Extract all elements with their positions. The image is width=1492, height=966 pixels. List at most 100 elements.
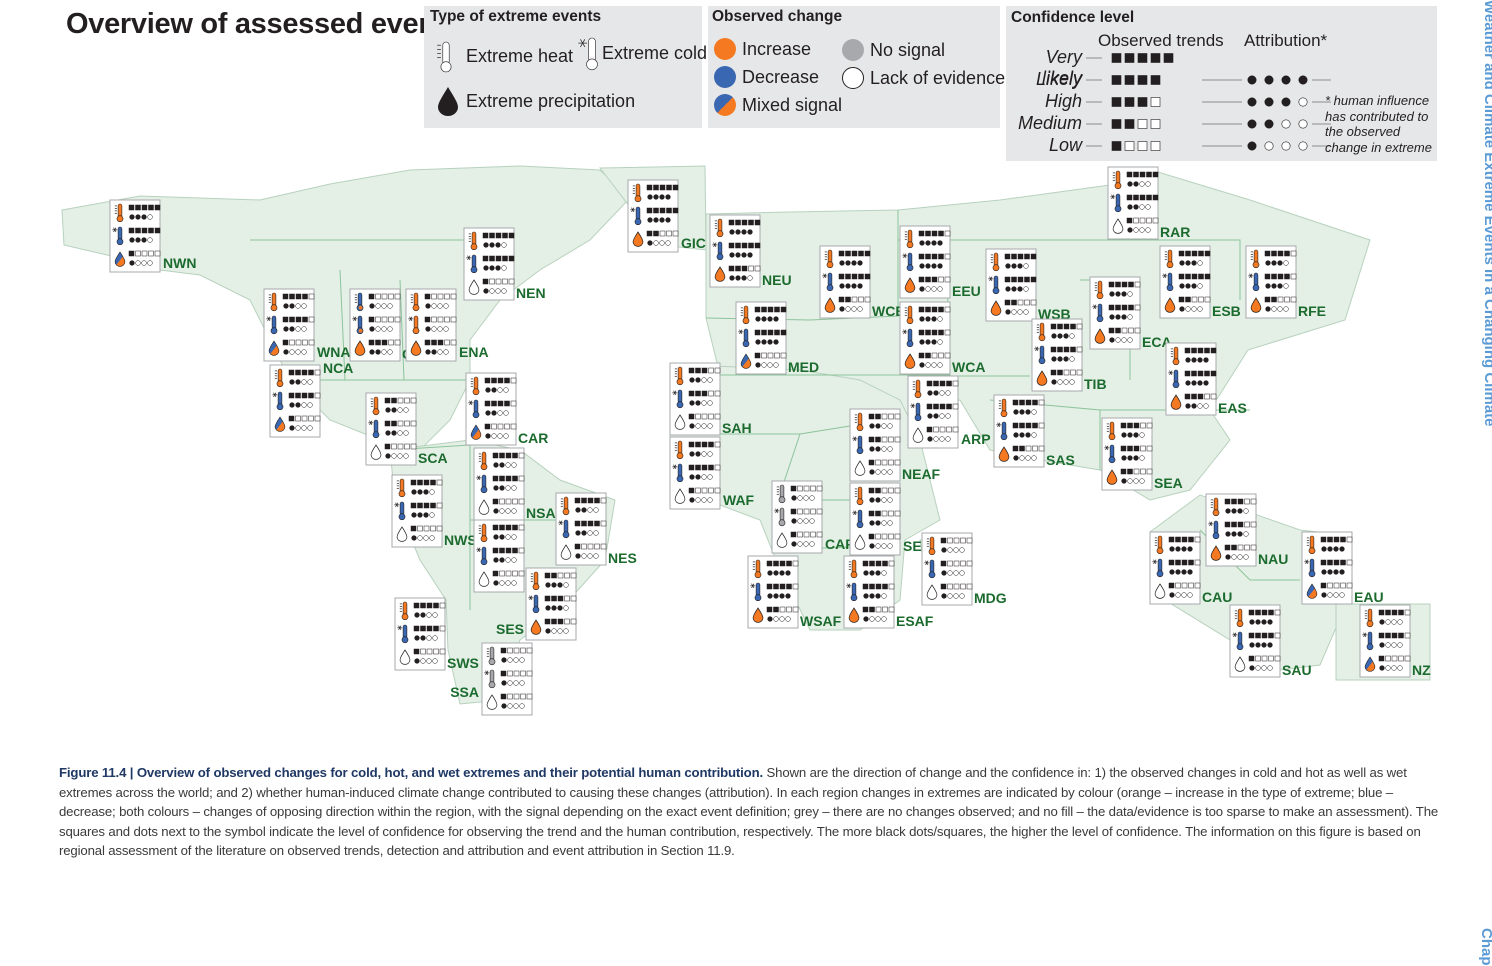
wsb-heat-trend-squares — [1004, 253, 1037, 260]
sam-cold-icon — [476, 546, 488, 566]
rfe-cold-attribution-dots — [1265, 283, 1289, 289]
mdg-precip-attribution-dots — [941, 593, 965, 599]
nsa-cold-attribution-dots — [493, 485, 517, 491]
cold-thermometer-icon — [578, 37, 598, 71]
ssa-heat-trend-squares — [500, 647, 533, 654]
sas-cold-trend-squares — [1012, 422, 1045, 429]
cna-cold-trend-squares — [368, 316, 401, 323]
nen-cold-icon — [466, 254, 478, 274]
region-label-nau: NAU — [1258, 551, 1288, 567]
esb-heat-trend-squares — [1178, 250, 1211, 257]
eeu-heat-trend-squares — [918, 230, 951, 237]
car-precip-trend-squares — [484, 423, 517, 430]
region-label-sca: SCA — [418, 450, 448, 466]
region-panel-sca: SCA — [365, 392, 448, 466]
med-heat-icon — [740, 305, 750, 325]
med-precip-trend-squares — [754, 352, 787, 359]
region-label-tib: TIB — [1084, 376, 1107, 392]
region-label-neu: NEU — [762, 272, 792, 288]
wca-heat-attribution-dots — [919, 316, 943, 322]
region-panel-sea: SEA — [1101, 417, 1183, 491]
esaf-precip-attribution-dots — [863, 616, 887, 622]
eca-heat-trend-squares — [1108, 281, 1141, 288]
nca-heat-attribution-dots — [289, 379, 313, 385]
conf-squares-4 — [1102, 139, 1202, 153]
seaf-cold-trend-squares — [868, 510, 901, 517]
eas-cold-trend-squares — [1184, 370, 1217, 377]
sca-heat-attribution-dots — [385, 407, 409, 413]
waf-cold-icon — [672, 463, 684, 483]
precip-drop-icon — [438, 87, 458, 116]
caption-text: Shown are the direction of change and th… — [59, 765, 1439, 859]
legend-heat-label: Extreme heat — [466, 45, 574, 66]
rar-heat-icon — [1112, 170, 1122, 190]
nwn-heat-attribution-dots — [129, 214, 153, 220]
eas-precip-icon — [1170, 394, 1182, 410]
seaf-heat-icon — [854, 486, 864, 506]
nen-cold-trend-squares — [482, 255, 515, 262]
wce-heat-trend-squares — [838, 250, 871, 257]
mdg-precip-trend-squares — [940, 583, 973, 590]
nen-precip-icon — [468, 279, 480, 295]
cna-cold-icon — [352, 315, 364, 335]
sws-cold-attribution-dots — [414, 635, 438, 641]
conf-squares-3 — [1102, 117, 1202, 131]
region-label-nca: NCA — [323, 360, 353, 376]
nz-precip-attribution-dots — [1379, 665, 1403, 671]
side-running-title: Weather and Climate Extreme Events in a … — [1481, 0, 1492, 427]
region-label-wsaf: WSAF — [800, 613, 842, 629]
neu-precip-attribution-dots — [729, 275, 753, 281]
region-label-wca: WCA — [952, 359, 985, 375]
region-panel-gic: GIC — [627, 179, 706, 253]
sas-heat-icon — [998, 398, 1008, 418]
region-panel-neaf: NEAF — [849, 408, 941, 482]
car-heat-icon — [470, 376, 480, 396]
region-panel-nwn: NWN — [109, 199, 196, 273]
region-panel-med: MED — [735, 301, 819, 375]
nwn-heat-trend-squares — [128, 204, 161, 211]
region-panel-sau: SAU — [1229, 604, 1312, 678]
tib-heat-attribution-dots — [1051, 333, 1075, 339]
level-very-likely: Very likely — [1041, 47, 1082, 88]
wsb-heat-attribution-dots — [1005, 263, 1029, 269]
region-panel-wna: WNA — [263, 288, 350, 362]
gic-cold-trend-squares — [646, 207, 679, 214]
wca-heat-trend-squares — [918, 306, 951, 313]
nca-cold-trend-squares — [288, 392, 321, 399]
rar-heat-trend-squares — [1126, 171, 1159, 178]
sca-cold-trend-squares — [384, 420, 417, 427]
med-heat-trend-squares — [754, 306, 787, 313]
ses-cold-icon — [528, 594, 540, 614]
sea-cold-icon — [1104, 444, 1116, 464]
cna-cold-attribution-dots — [369, 326, 393, 332]
nz-cold-trend-squares — [1378, 632, 1411, 639]
ses-precip-icon — [530, 619, 542, 635]
wce-heat-icon — [824, 249, 834, 269]
eau-cold-attribution-dots — [1321, 569, 1345, 575]
region-label-neaf: NEAF — [902, 466, 941, 482]
legend-cold-label: Extreme cold — [602, 42, 708, 63]
rfe-precip-attribution-dots — [1265, 306, 1289, 312]
nsa-heat-icon — [478, 451, 488, 471]
caf-precip-attribution-dots — [791, 541, 815, 547]
nes-cold-icon — [558, 519, 570, 539]
ena-heat-icon — [410, 292, 420, 312]
region-label-gic: GIC — [681, 235, 706, 251]
sea-precip-icon — [1106, 469, 1118, 485]
rfe-heat-attribution-dots — [1265, 260, 1289, 266]
ena-precip-trend-squares — [424, 339, 457, 346]
attribution-footnote: * human influence has contributed to the… — [1325, 93, 1432, 155]
nen-heat-icon — [468, 231, 478, 251]
eeu-precip-attribution-dots — [919, 286, 943, 292]
arp-cold-attribution-dots — [927, 413, 951, 419]
sas-precip-trend-squares — [1012, 445, 1045, 452]
tib-heat-trend-squares — [1050, 323, 1083, 330]
region-label-eas: EAS — [1218, 400, 1247, 416]
waf-cold-attribution-dots — [689, 474, 713, 480]
wna-precip-attribution-dots — [283, 349, 307, 355]
eeu-heat-attribution-dots — [919, 240, 943, 246]
wca-cold-attribution-dots — [919, 339, 943, 345]
region-panel-seaf: SEAF — [849, 482, 941, 556]
ena-heat-attribution-dots — [425, 303, 449, 309]
region-label-nws: NWS — [444, 532, 477, 548]
